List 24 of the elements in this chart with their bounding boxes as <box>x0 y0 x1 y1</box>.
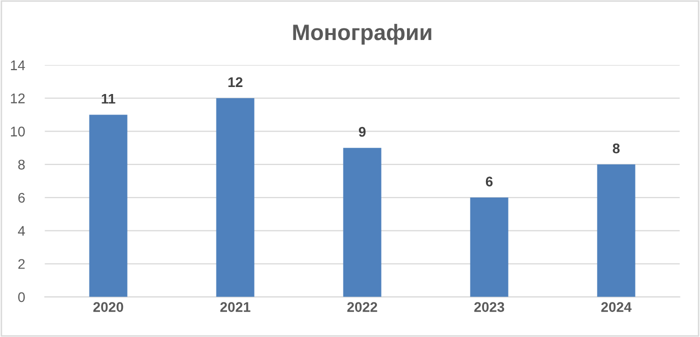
y-tick-label: 4 <box>18 226 25 236</box>
bar <box>216 98 254 297</box>
y-tick-label: 14 <box>10 60 25 70</box>
bar <box>470 198 508 297</box>
data-label: 9 <box>358 126 366 137</box>
data-label: 12 <box>228 77 242 87</box>
y-tick-label: 12 <box>10 93 25 104</box>
bar <box>597 164 636 297</box>
bar <box>343 148 382 297</box>
x-tick-label: 2021 <box>220 302 250 312</box>
y-tick-label: 6 <box>18 192 25 203</box>
x-tick-label: 2022 <box>347 302 378 312</box>
y-tick-label: 10 <box>10 126 25 136</box>
data-label: 6 <box>486 176 493 186</box>
data-label: 8 <box>612 143 620 154</box>
chart-title: Монографии <box>293 24 432 45</box>
x-tick-label: 2024 <box>601 302 632 312</box>
y-tick-label: 2 <box>18 259 25 269</box>
x-tick-label: 2020 <box>93 302 124 312</box>
data-label: 11 <box>102 94 116 104</box>
y-tick-label: 0 <box>18 292 25 302</box>
x-tick-label: 2023 <box>474 302 504 312</box>
bar <box>89 114 128 297</box>
y-tick-label: 8 <box>18 160 25 170</box>
